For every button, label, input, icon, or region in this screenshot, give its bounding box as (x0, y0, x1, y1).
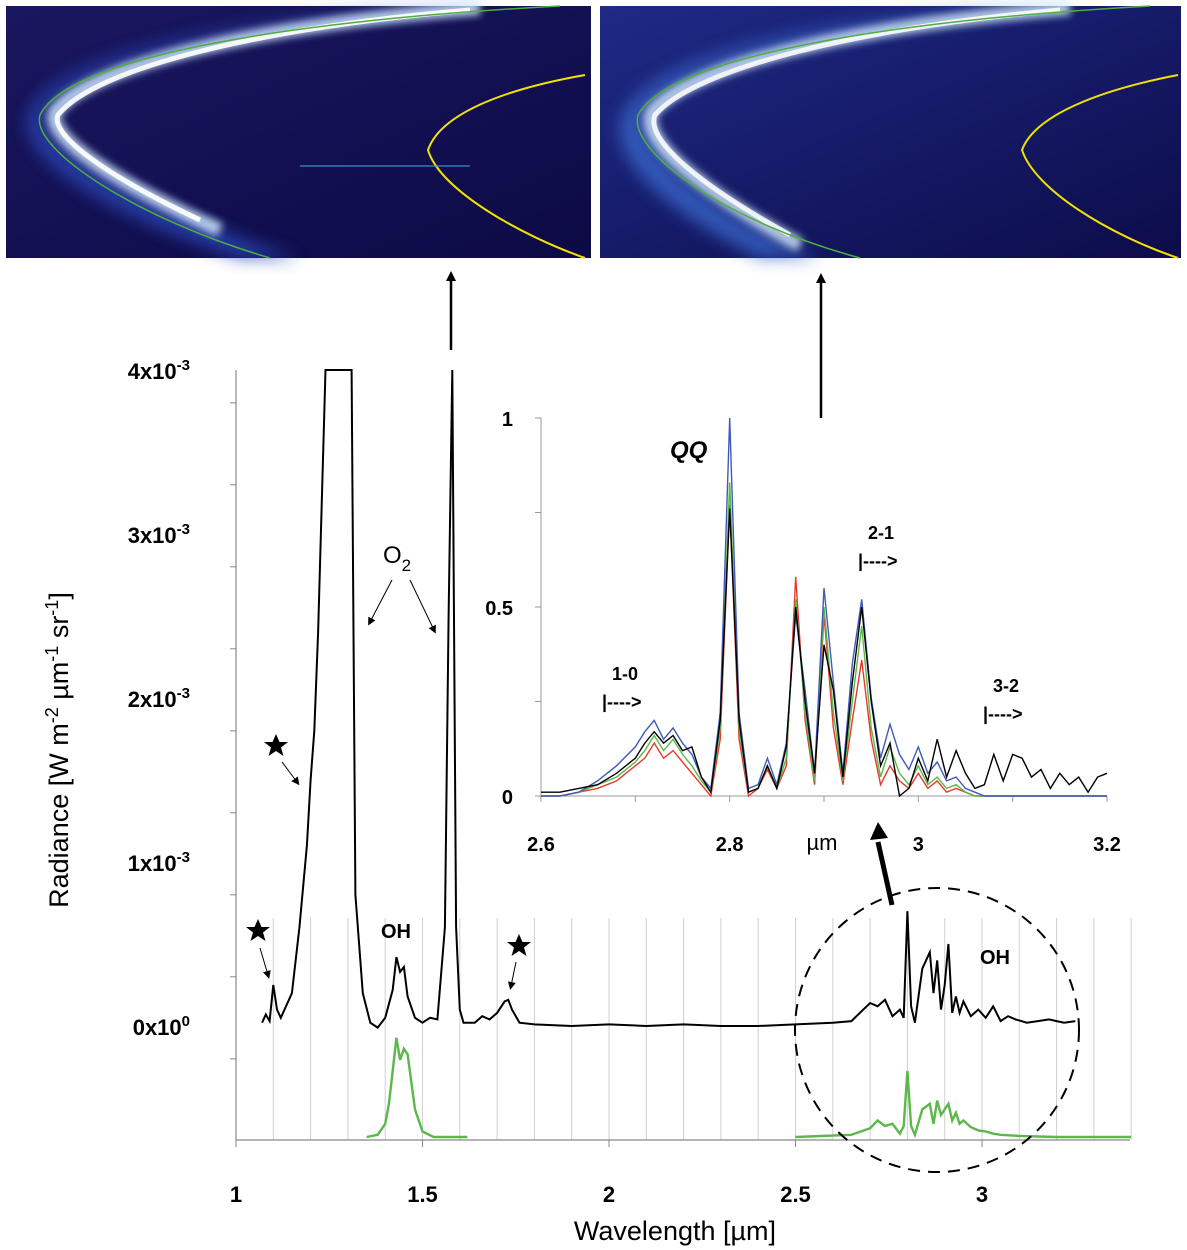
green-model-series (795, 1070, 1132, 1139)
y-tick-label: 2x10-3 (128, 685, 190, 712)
band-arrow-2-1: |----> (858, 551, 898, 571)
inset-y-tick-label: 1 (502, 409, 513, 431)
band-arrow-3-2: |----> (983, 704, 1023, 724)
main-axes: 4x10-3 3x10-3 2x10-3 1x10-3 0x100 1 1.5 2 2.5 3 (128, 357, 1130, 1207)
y-axis-title: Radiance [W m-2 µm-1 sr-1] (42, 592, 74, 908)
limb-image-left (6, 1, 591, 259)
circle-to-inset-arrowhead (870, 822, 888, 840)
inset-series (541, 417, 1108, 798)
band-label-2-1: 2-1 (868, 523, 894, 543)
circle-to-inset-arrow (875, 841, 895, 906)
band-arrow-1-0: |----> (602, 692, 642, 712)
x-tick-label: 3 (976, 1182, 988, 1207)
star-marker-2 (264, 734, 300, 786)
oh-label-right: OH (980, 947, 1010, 969)
inset-series-line (541, 417, 1107, 797)
star-marker-3 (507, 934, 531, 990)
star-marker-1 (246, 919, 271, 979)
inset-x-tick-label: 3.2 (1093, 834, 1121, 856)
x-tick-label: 2.5 (780, 1182, 811, 1207)
band-label-3-2: 3-2 (993, 676, 1019, 696)
limb-image-right (600, 1, 1181, 259)
green-model-series (366, 1037, 468, 1139)
highlight-circle (794, 887, 1080, 1173)
x-tick-label: 2 (603, 1182, 615, 1207)
qq-label: QQ (670, 437, 708, 464)
inset-x-tick-label: 2.8 (716, 834, 744, 856)
o2-label: O2 (383, 542, 411, 575)
inset-series-line (541, 508, 1108, 798)
y-tick-label: 3x10-3 (128, 521, 190, 548)
inset-x-tick-label: 3 (913, 834, 924, 856)
oh-label-left: OH (381, 921, 411, 943)
inset-x-tick-label: 2.6 (527, 834, 555, 856)
inset-y-tick-label: 0.5 (485, 598, 513, 620)
black-observed-series (261, 369, 1076, 1029)
y-tick-label: 0x100 (133, 1013, 190, 1040)
o2-arrow-right (409, 579, 436, 634)
inset-x-axis-title: µm (806, 830, 837, 855)
o2-arrow-left (368, 579, 393, 626)
x-tick-label: 1.5 (407, 1182, 438, 1207)
x-tick-label: 1 (230, 1182, 242, 1207)
y-tick-label: 4x10-3 (128, 357, 190, 384)
main-series (261, 369, 1132, 1139)
y-tick-label: 1x10-3 (128, 849, 190, 876)
inset-y-tick-label: 0 (502, 787, 513, 809)
band-label-1-0: 1-0 (612, 664, 638, 684)
x-axis-title: Wavelength [µm] (574, 1216, 776, 1246)
